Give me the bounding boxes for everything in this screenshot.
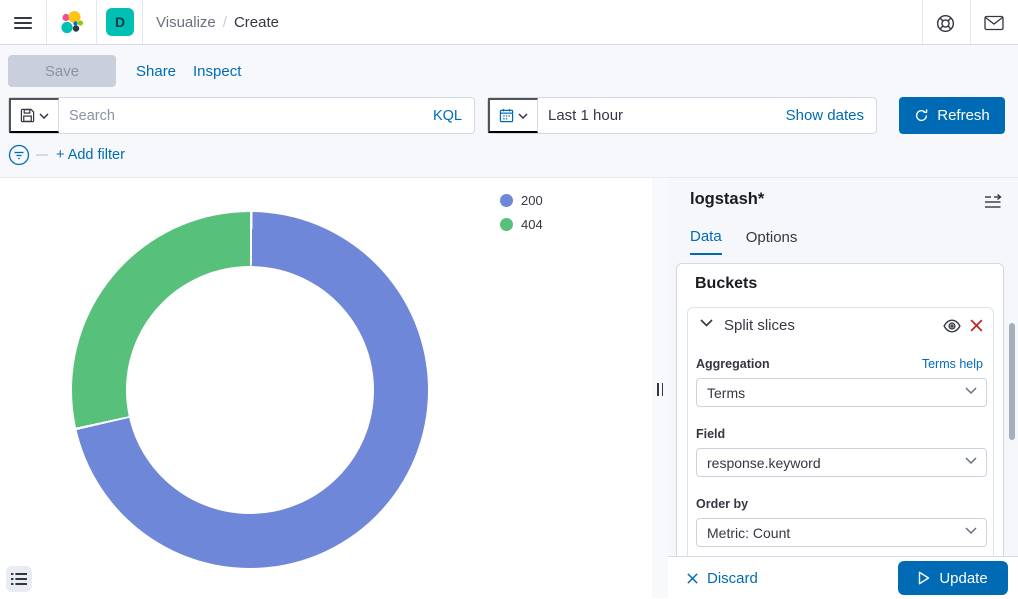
split-slices-label[interactable]: Split slices bbox=[724, 317, 795, 334]
discard-button[interactable]: Discard bbox=[686, 557, 758, 599]
toggle-visibility-eye-icon[interactable] bbox=[943, 317, 961, 335]
refresh-button[interactable]: Refresh bbox=[899, 97, 1005, 134]
update-label: Update bbox=[939, 569, 988, 587]
save-query-icon bbox=[20, 108, 35, 123]
top-section: Save Share Inspect KQL Last 1 ho bbox=[0, 45, 1018, 178]
chevron-down-icon bbox=[39, 112, 49, 119]
remove-bucket-icon[interactable] bbox=[969, 318, 985, 334]
legend-item-200[interactable]: 200 bbox=[500, 193, 543, 208]
buckets-card: Buckets Split slices Aggregation Te bbox=[676, 263, 1004, 556]
menu-hamburger-icon[interactable] bbox=[10, 10, 36, 35]
split-slices-group: Split slices Aggregation Terms help Term… bbox=[687, 307, 994, 556]
panel-resizer-handle[interactable] bbox=[652, 178, 668, 598]
filter-options-icon[interactable] bbox=[8, 144, 30, 166]
help-icon[interactable] bbox=[930, 8, 960, 38]
legend-dot-200 bbox=[500, 194, 513, 207]
time-range-value[interactable]: Last 1 hour bbox=[548, 107, 624, 124]
share-button[interactable]: Share bbox=[136, 55, 176, 87]
field-value: response.keyword bbox=[707, 454, 821, 471]
order-by-select[interactable]: Metric: Count bbox=[696, 518, 987, 547]
elastic-logo-icon[interactable] bbox=[58, 9, 86, 37]
date-quick-menu-button[interactable] bbox=[488, 98, 538, 133]
legend-label-200: 200 bbox=[521, 193, 543, 208]
time-picker: Last 1 hour Show dates bbox=[487, 97, 877, 134]
play-icon bbox=[919, 571, 930, 585]
chevron-down-icon bbox=[965, 387, 977, 395]
vis-editor-side-panel: logstash* Data Options Buckets Split sli… bbox=[668, 178, 1018, 598]
update-button[interactable]: Update bbox=[898, 561, 1008, 595]
legend-list-icon bbox=[11, 573, 27, 585]
visualization-canvas: 200 404 bbox=[0, 178, 652, 598]
query-bar: KQL bbox=[8, 97, 475, 134]
collapse-panel-icon[interactable] bbox=[982, 191, 1004, 213]
split-slices-header[interactable]: Split slices bbox=[688, 308, 993, 344]
chevron-down-icon bbox=[965, 457, 977, 465]
search-input[interactable] bbox=[59, 107, 421, 124]
editor-footer-bar: Discard Update bbox=[668, 556, 1018, 598]
divider bbox=[46, 0, 47, 44]
resizer-grip-icon bbox=[657, 382, 663, 396]
divider bbox=[142, 0, 143, 44]
add-filter-button[interactable]: + Add filter bbox=[56, 147, 125, 163]
filter-divider bbox=[36, 154, 48, 156]
legend-toggle-button[interactable] bbox=[6, 566, 32, 592]
chevron-down-icon bbox=[518, 112, 528, 119]
space-avatar[interactable]: D bbox=[106, 8, 134, 36]
order-by-label: Order by bbox=[696, 497, 749, 511]
show-dates-button[interactable]: Show dates bbox=[774, 107, 876, 124]
breadcrumb: Visualize / Create bbox=[156, 0, 279, 44]
newsfeed-mail-icon[interactable] bbox=[979, 8, 1009, 38]
chevron-down-icon[interactable] bbox=[700, 319, 714, 333]
divider bbox=[922, 0, 923, 44]
refresh-icon bbox=[916, 109, 928, 122]
divider bbox=[970, 0, 971, 44]
chevron-down-icon bbox=[965, 527, 977, 535]
legend-dot-404 bbox=[500, 218, 513, 231]
legend-item-404[interactable]: 404 bbox=[500, 217, 543, 232]
breadcrumb-create: Create bbox=[233, 13, 279, 31]
divider bbox=[96, 0, 97, 44]
breadcrumb-separator: / bbox=[222, 13, 227, 31]
buckets-title: Buckets bbox=[695, 275, 758, 292]
panel-scrollbar[interactable] bbox=[1009, 323, 1015, 440]
legend-label-404: 404 bbox=[521, 217, 543, 232]
breadcrumb-visualize[interactable]: Visualize bbox=[156, 13, 216, 31]
calendar-icon bbox=[499, 108, 514, 123]
query-language-button[interactable]: KQL bbox=[432, 107, 462, 124]
terms-help-link[interactable]: Terms help bbox=[921, 357, 983, 371]
index-pattern-title: logstash* bbox=[690, 190, 765, 208]
saved-query-menu-button[interactable] bbox=[9, 98, 59, 133]
field-label: Field bbox=[696, 427, 726, 441]
aggregation-select[interactable]: Terms bbox=[696, 378, 987, 407]
tab-data[interactable]: Data bbox=[690, 228, 722, 255]
field-select[interactable]: response.keyword bbox=[696, 448, 987, 477]
tab-options[interactable]: Options bbox=[746, 228, 798, 255]
refresh-label: Refresh bbox=[937, 107, 990, 124]
aggregation-value: Terms bbox=[707, 384, 746, 401]
order-by-value: Metric: Count bbox=[707, 524, 791, 541]
inspect-button[interactable]: Inspect bbox=[193, 55, 241, 87]
donut-hole bbox=[126, 266, 374, 514]
top-nav-bar: D Visualize / Create bbox=[0, 0, 1018, 45]
editor-tabs: Data Options bbox=[690, 228, 797, 255]
save-button[interactable]: Save bbox=[8, 55, 116, 87]
aggregation-label: Aggregation bbox=[696, 357, 770, 371]
close-icon bbox=[687, 572, 698, 584]
discard-label: Discard bbox=[707, 569, 758, 587]
